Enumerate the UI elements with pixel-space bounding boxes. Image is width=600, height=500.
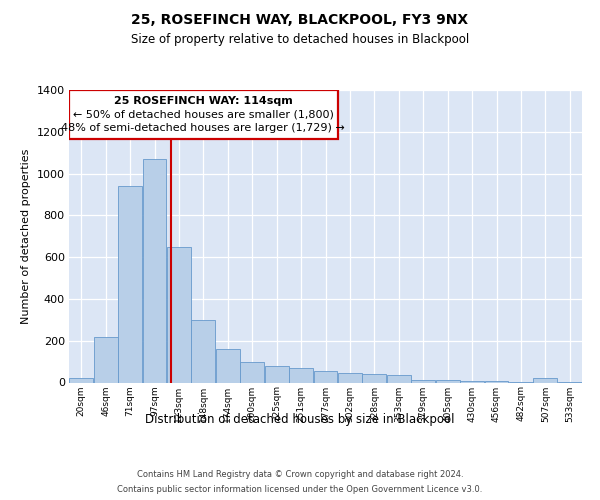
Text: Contains HM Land Registry data © Crown copyright and database right 2024.: Contains HM Land Registry data © Crown c… [137, 470, 463, 479]
Text: ← 50% of detached houses are smaller (1,800): ← 50% of detached houses are smaller (1,… [73, 110, 334, 120]
Bar [143, 159, 166, 382]
Bar [94, 336, 118, 382]
Text: Distribution of detached houses by size in Blackpool: Distribution of detached houses by size … [145, 412, 455, 426]
Bar [289, 368, 313, 382]
FancyBboxPatch shape [69, 90, 338, 139]
Bar [314, 371, 337, 382]
Bar [167, 246, 191, 382]
Bar [118, 186, 142, 382]
Bar [69, 378, 93, 382]
Bar [240, 362, 264, 382]
Text: 25 ROSEFINCH WAY: 114sqm: 25 ROSEFINCH WAY: 114sqm [114, 96, 293, 106]
Bar [362, 374, 386, 382]
Text: 25, ROSEFINCH WAY, BLACKPOOL, FY3 9NX: 25, ROSEFINCH WAY, BLACKPOOL, FY3 9NX [131, 12, 469, 26]
Bar [436, 380, 460, 382]
Text: Size of property relative to detached houses in Blackpool: Size of property relative to detached ho… [131, 32, 469, 46]
Text: 48% of semi-detached houses are larger (1,729) →: 48% of semi-detached houses are larger (… [61, 124, 345, 134]
Bar [387, 375, 411, 382]
Text: Contains public sector information licensed under the Open Government Licence v3: Contains public sector information licen… [118, 485, 482, 494]
Bar [265, 366, 289, 382]
Bar [191, 320, 215, 382]
Bar [216, 349, 240, 382]
Y-axis label: Number of detached properties: Number of detached properties [21, 148, 31, 324]
Bar [533, 378, 557, 382]
Bar [338, 373, 362, 382]
Bar [411, 380, 435, 382]
